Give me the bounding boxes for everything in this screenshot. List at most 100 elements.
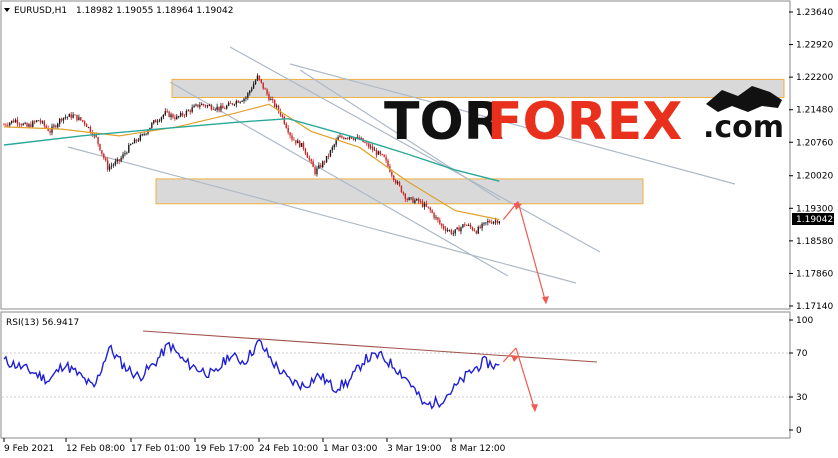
ma-slow-line bbox=[3, 117, 500, 182]
candle-body bbox=[250, 88, 253, 91]
candle-body bbox=[312, 161, 314, 168]
candle-body bbox=[66, 116, 69, 118]
price-tick-label: 1.22200 bbox=[796, 73, 833, 83]
current-price-tag bbox=[792, 213, 834, 225]
symbol-label: EURUSD,H1 bbox=[14, 6, 67, 16]
candle-body bbox=[471, 227, 474, 231]
price-tick-label: 1.17860 bbox=[796, 269, 833, 279]
resistance-zone bbox=[171, 78, 785, 98]
channel-line-1 bbox=[289, 63, 736, 185]
candle-body bbox=[57, 123, 59, 128]
candle-body bbox=[279, 111, 282, 116]
candle-body bbox=[302, 143, 305, 149]
candle-body bbox=[272, 99, 274, 101]
rsi-arrow-up bbox=[502, 347, 517, 363]
candle-body bbox=[458, 227, 460, 232]
candle-body bbox=[466, 225, 468, 227]
candle-body bbox=[333, 144, 335, 148]
candle-body bbox=[379, 151, 382, 154]
candle-body bbox=[381, 153, 383, 155]
candle-body bbox=[218, 106, 220, 110]
logo-forex: FOREX bbox=[487, 92, 682, 152]
candle-body bbox=[469, 224, 472, 228]
main-panel-frame bbox=[0, 0, 791, 310]
candle-body bbox=[24, 123, 26, 124]
price-tick-label: 1.22920 bbox=[796, 41, 833, 51]
logo-tor: TOR bbox=[384, 92, 504, 152]
candle-body bbox=[68, 114, 70, 117]
candle-body bbox=[266, 89, 268, 95]
rsi-tick-label: 70 bbox=[796, 349, 808, 359]
candle-body bbox=[308, 157, 310, 160]
candle-body bbox=[274, 100, 276, 107]
candle-body bbox=[300, 143, 303, 147]
candle-body bbox=[316, 168, 318, 175]
candle-body bbox=[489, 220, 491, 223]
candle-body bbox=[82, 120, 84, 122]
candle-body bbox=[350, 136, 353, 139]
candle-body bbox=[435, 217, 437, 219]
candle-body bbox=[37, 120, 40, 122]
candle-body bbox=[176, 116, 178, 119]
candle-body bbox=[178, 116, 180, 118]
candle-body bbox=[204, 105, 207, 107]
time-tick-label: 17 Feb 01:00 bbox=[131, 444, 190, 454]
candle-body bbox=[212, 109, 214, 111]
candle-body bbox=[124, 153, 126, 155]
candle-body bbox=[492, 221, 495, 224]
candle-body bbox=[323, 161, 326, 163]
candle-body bbox=[268, 94, 270, 101]
price-tick-label: 1.18580 bbox=[796, 237, 833, 247]
symbol-dropdown-icon[interactable] bbox=[4, 8, 10, 12]
candle-body bbox=[304, 148, 307, 154]
candle-body bbox=[70, 114, 72, 118]
candle-body bbox=[83, 121, 86, 124]
candle-body bbox=[393, 175, 395, 181]
candle-body bbox=[170, 114, 172, 118]
candle-body bbox=[20, 124, 22, 126]
candle-body bbox=[28, 124, 30, 127]
candle-body bbox=[235, 101, 238, 105]
candle-body bbox=[243, 98, 245, 102]
candle-body bbox=[335, 140, 337, 145]
candle-body bbox=[337, 137, 339, 141]
candle-body bbox=[76, 114, 78, 121]
candle-body bbox=[208, 105, 211, 107]
candle-body bbox=[128, 144, 130, 153]
candle-body bbox=[429, 207, 431, 211]
candle-body bbox=[60, 118, 63, 121]
price-tick-label: 1.20760 bbox=[796, 138, 833, 148]
candle-body bbox=[206, 105, 209, 107]
candle-body bbox=[310, 159, 312, 162]
candle-body bbox=[391, 172, 393, 176]
candle-body bbox=[45, 125, 47, 128]
rsi-label: RSI(13) 56.9417 bbox=[6, 318, 79, 328]
candle-body bbox=[168, 111, 170, 118]
time-tick-label: 3 Mar 19:00 bbox=[387, 444, 442, 454]
candle-body bbox=[202, 104, 205, 106]
candle-body bbox=[160, 117, 163, 121]
candle-body bbox=[483, 222, 485, 224]
candle-body bbox=[446, 230, 449, 232]
torforex-logo: TOR FOREX .com bbox=[384, 86, 784, 152]
candle-body bbox=[55, 125, 57, 128]
candle-body bbox=[3, 124, 5, 126]
candle-body bbox=[281, 115, 284, 117]
rsi-series bbox=[2, 330, 789, 413]
candle-body bbox=[285, 123, 287, 128]
candle-body bbox=[87, 126, 90, 128]
candle-body bbox=[30, 124, 32, 127]
candle-body bbox=[197, 104, 199, 107]
candle-body bbox=[418, 198, 420, 202]
rsi-line bbox=[3, 339, 500, 410]
candle-body bbox=[448, 230, 451, 232]
axes-layer: 1.23640 1.22920 1.22200 1.21480 1.20760 1.200… bbox=[3, 8, 833, 454]
candle-body bbox=[193, 105, 195, 108]
quote-values: 1.18982 1.19055 1.18964 1.19042 bbox=[76, 6, 233, 16]
rsi-arrow-down bbox=[515, 347, 536, 411]
candle-body bbox=[35, 120, 38, 122]
candle-body bbox=[277, 105, 280, 112]
candle-body bbox=[339, 136, 341, 138]
price-tick-label: 1.19300 bbox=[796, 204, 833, 214]
candle-body bbox=[416, 198, 418, 201]
